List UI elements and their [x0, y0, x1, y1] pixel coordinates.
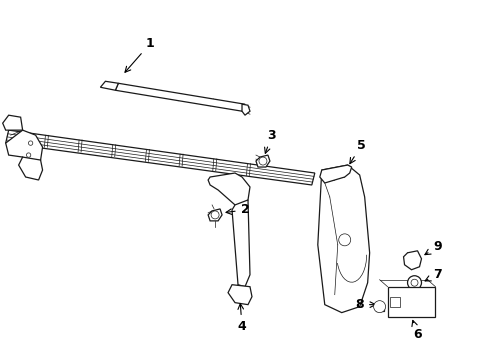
Text: 7: 7 — [425, 268, 442, 281]
Text: 2: 2 — [226, 203, 249, 216]
Polygon shape — [242, 104, 250, 115]
Text: 9: 9 — [425, 240, 442, 255]
Circle shape — [408, 276, 421, 290]
Bar — [388, 287, 436, 316]
Polygon shape — [320, 165, 352, 183]
Polygon shape — [6, 130, 315, 185]
Polygon shape — [19, 157, 43, 180]
Bar — [390, 297, 399, 307]
Text: 4: 4 — [238, 304, 246, 333]
Text: 1: 1 — [125, 37, 155, 72]
Polygon shape — [115, 83, 245, 111]
Polygon shape — [6, 130, 43, 165]
Polygon shape — [100, 81, 119, 90]
Circle shape — [374, 301, 386, 312]
Polygon shape — [2, 115, 23, 130]
Text: 3: 3 — [265, 129, 276, 153]
Circle shape — [339, 234, 351, 246]
Polygon shape — [232, 200, 250, 287]
Circle shape — [259, 157, 267, 165]
Polygon shape — [208, 209, 222, 221]
Polygon shape — [318, 165, 369, 312]
Polygon shape — [376, 305, 384, 311]
Text: 6: 6 — [412, 320, 422, 341]
Polygon shape — [228, 285, 252, 305]
Circle shape — [411, 279, 418, 286]
Polygon shape — [208, 173, 250, 210]
Circle shape — [211, 211, 219, 219]
Circle shape — [28, 141, 33, 145]
Polygon shape — [256, 155, 270, 167]
Polygon shape — [404, 251, 421, 270]
Text: 5: 5 — [350, 139, 366, 164]
Text: 8: 8 — [355, 298, 376, 311]
Circle shape — [26, 153, 31, 157]
